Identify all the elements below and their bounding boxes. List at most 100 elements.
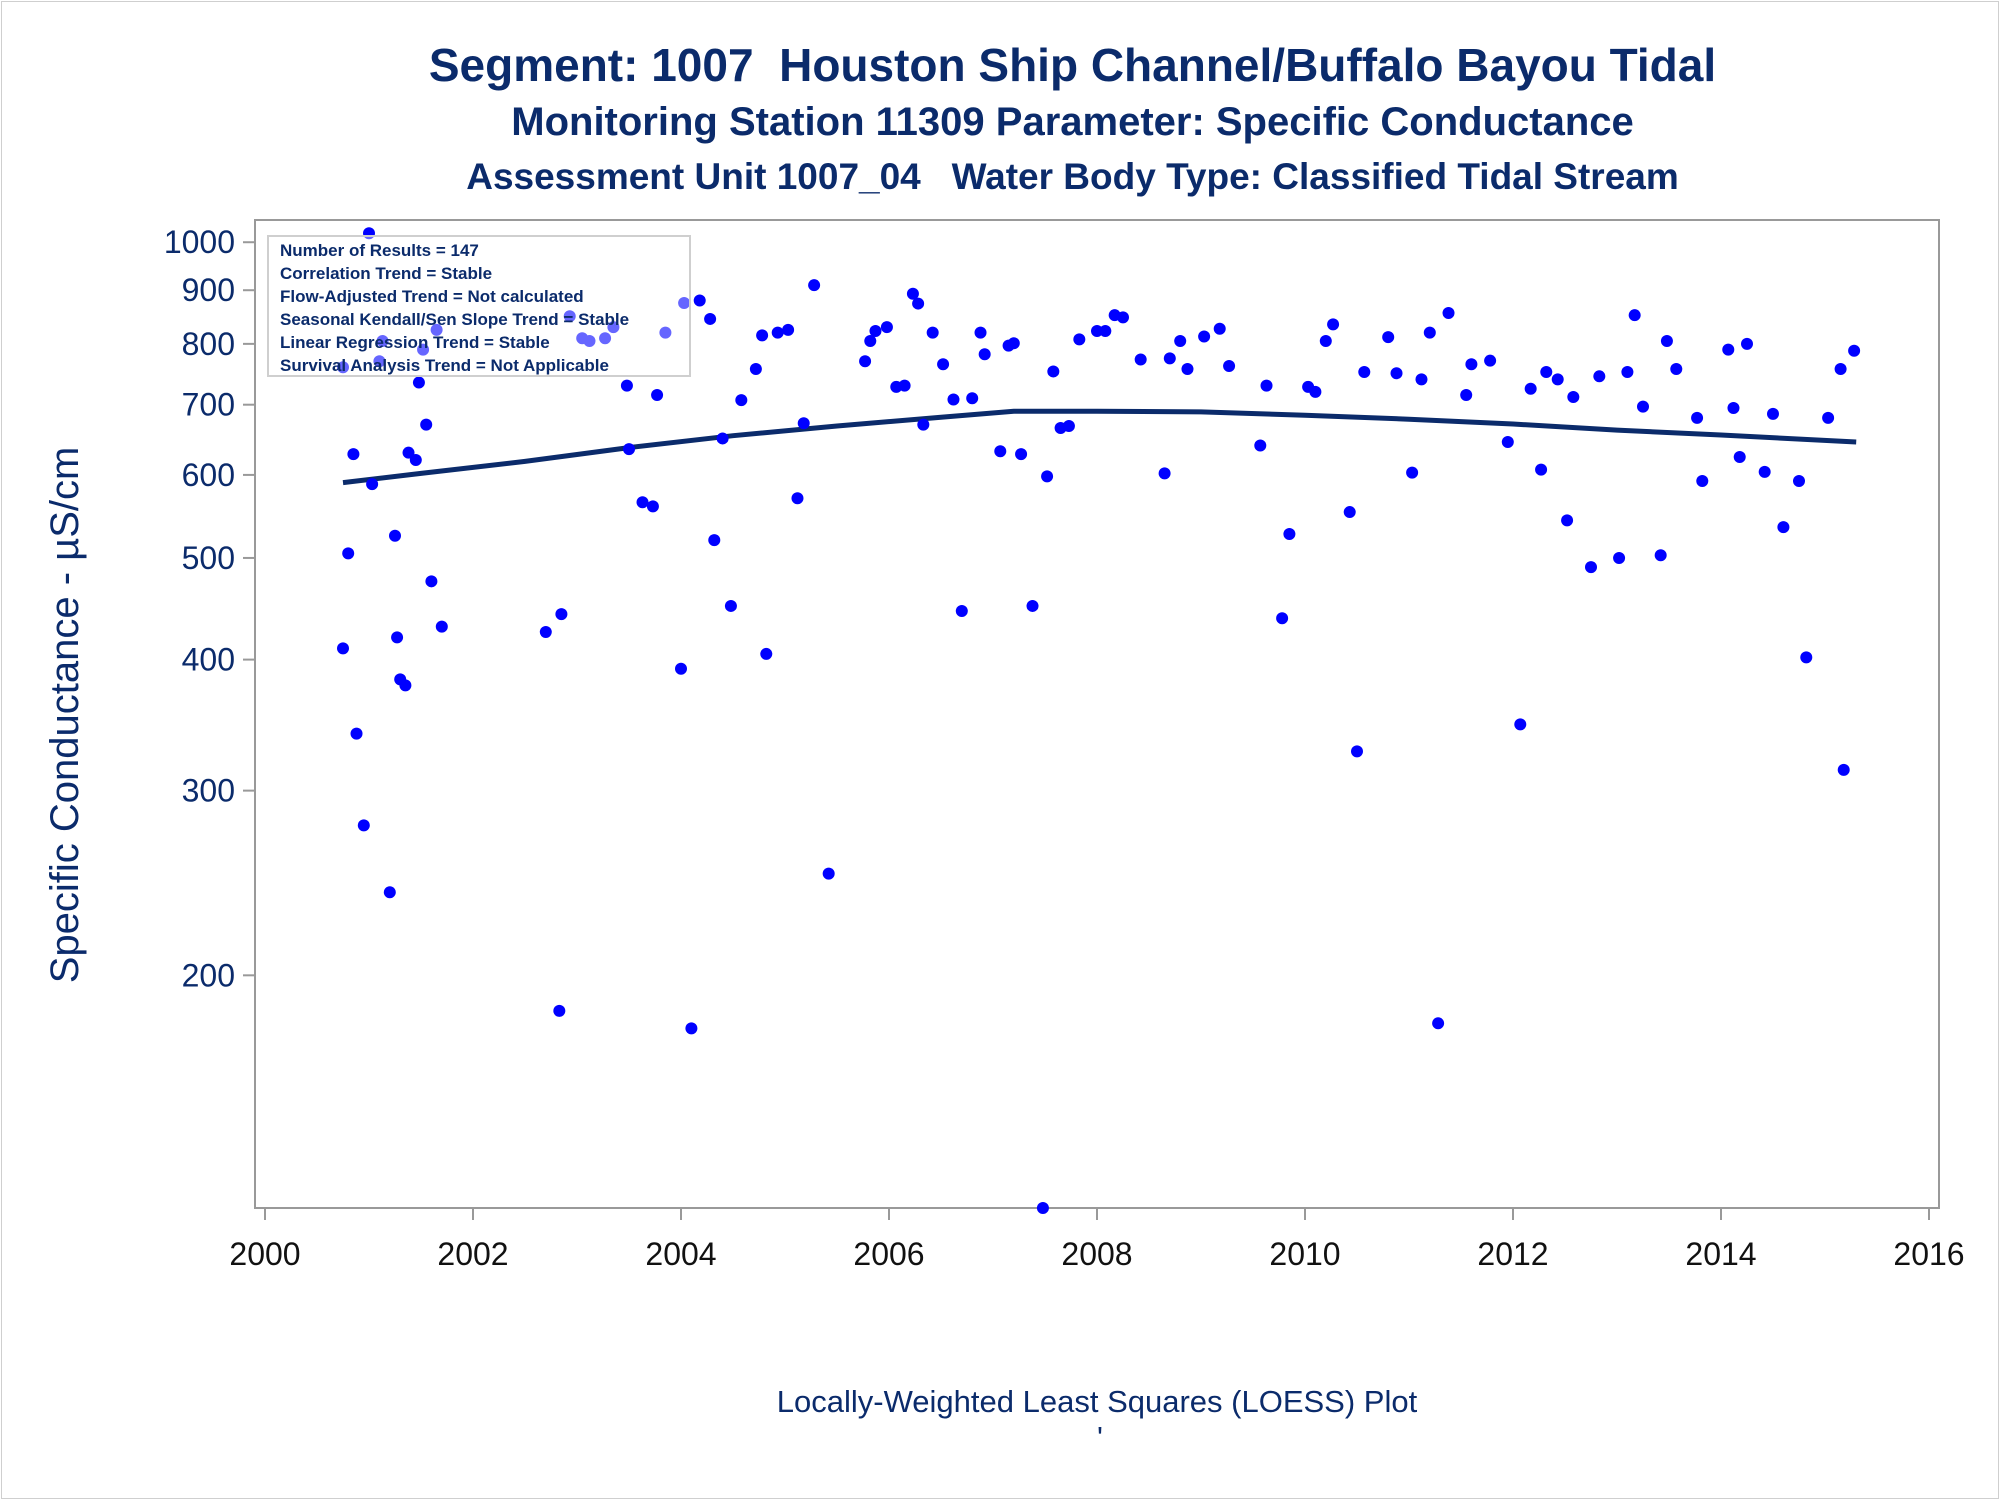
- data-point: [966, 392, 979, 405]
- data-point: [1283, 527, 1296, 540]
- data-point: [636, 496, 649, 509]
- data-point: [678, 297, 691, 310]
- data-point: [1442, 307, 1455, 320]
- data-point: [1848, 344, 1861, 357]
- data-point: [1593, 370, 1606, 383]
- data-point: [555, 608, 568, 621]
- data-point: [1758, 465, 1771, 478]
- data-point: [373, 355, 386, 368]
- data-point: [1767, 407, 1779, 420]
- chart-subtitle-assessment: Assessment Unit 1007_04 Water Body Type:…: [466, 156, 1679, 197]
- data-point: [417, 343, 430, 356]
- stats-number-of-results: Number of Results = 147: [280, 241, 479, 260]
- data-point: [1660, 335, 1673, 348]
- data-point: [409, 453, 422, 466]
- stats-seasonal-kendall-trend: Seasonal Kendall/Sen Slope Trend = Stabl…: [280, 310, 629, 329]
- data-point: [1073, 333, 1086, 346]
- data-point: [539, 625, 552, 638]
- data-point: [1535, 463, 1548, 476]
- data-point: [1198, 330, 1211, 343]
- data-point: [1117, 311, 1129, 324]
- stats-survival-analysis-trend: Survival Analysis Trend = Not Applicable: [280, 356, 609, 375]
- y-tick-label: 300: [182, 773, 235, 809]
- data-point: [1099, 324, 1112, 337]
- data-point: [402, 446, 415, 459]
- data-point: [1733, 451, 1746, 464]
- data-point: [1777, 521, 1790, 534]
- stats-box: Number of Results = 147 Correlation Tren…: [267, 235, 691, 377]
- footnote: Locally-Weighted Least Squares (LOESS) P…: [777, 1384, 1418, 1419]
- data-point: [383, 886, 396, 899]
- data-point: [1041, 470, 1054, 483]
- stats-correlation-trend: Correlation Trend = Stable: [280, 264, 492, 283]
- data-point: [623, 443, 635, 456]
- data-point: [912, 297, 925, 310]
- data-point: [659, 326, 672, 339]
- data-point: [1343, 506, 1356, 519]
- data-point: [1793, 475, 1805, 488]
- data-point: [994, 445, 1007, 458]
- data-point: [685, 1022, 698, 1035]
- data-point: [1691, 411, 1704, 424]
- data-point: [1254, 439, 1267, 452]
- data-point: [435, 620, 448, 633]
- data-point: [350, 727, 363, 740]
- data-point: [1460, 389, 1473, 402]
- data-point: [553, 1004, 566, 1017]
- data-point: [1834, 363, 1847, 376]
- data-point: [822, 867, 835, 880]
- y-tick-label: 500: [182, 540, 235, 576]
- data-point: [1047, 365, 1060, 378]
- data-point: [1613, 551, 1626, 564]
- x-tick-label: 2014: [1685, 1236, 1756, 1272]
- y-tick-label: 1000: [164, 224, 235, 260]
- data-point: [1551, 373, 1564, 386]
- data-point: [693, 294, 706, 307]
- y-tick-label: 400: [182, 642, 235, 678]
- data-point: [1181, 363, 1194, 376]
- data-point: [898, 379, 911, 392]
- data-point: [1837, 763, 1850, 776]
- data-point: [599, 332, 612, 345]
- data-point: [756, 329, 769, 342]
- chart-title: Segment: 1007 Houston Ship Channel/Buffa…: [428, 39, 1717, 91]
- data-point: [583, 335, 596, 348]
- stats-flow-adjusted-trend: Flow-Adjusted Trend = Not calculated: [280, 287, 584, 306]
- x-tick-label: 2004: [645, 1236, 716, 1272]
- data-points: [337, 227, 1861, 1214]
- data-point: [399, 679, 412, 692]
- x-tick-label: 2016: [1893, 1236, 1964, 1272]
- stats-linear-regression-trend: Linear Regression Trend = Stable: [280, 333, 550, 352]
- y-tick-label: 800: [182, 326, 235, 362]
- data-point: [947, 393, 960, 406]
- data-point: [347, 448, 360, 461]
- data-point: [1319, 335, 1332, 348]
- x-axis: 2000 2002 2004 2006 2008 2010 2012 2014 2016: [229, 1208, 1965, 1272]
- data-point: [376, 335, 389, 348]
- data-point: [420, 418, 433, 431]
- data-point: [412, 376, 425, 389]
- data-point: [1036, 1202, 1049, 1214]
- data-point: [1722, 343, 1735, 356]
- data-point: [1406, 466, 1419, 479]
- data-point: [1309, 385, 1322, 398]
- data-point: [1741, 337, 1753, 350]
- data-point: [1062, 420, 1075, 433]
- data-point: [760, 647, 773, 660]
- data-point: [735, 394, 748, 407]
- y-tick-label: 200: [182, 957, 235, 993]
- data-point: [937, 358, 950, 371]
- data-point: [791, 492, 804, 505]
- x-tick-label: 2008: [1061, 1236, 1132, 1272]
- data-point: [1514, 718, 1527, 731]
- data-point: [1432, 1017, 1445, 1030]
- data-point: [1163, 352, 1176, 365]
- data-point: [978, 348, 991, 361]
- data-point: [808, 279, 821, 292]
- x-tick-label: 2012: [1477, 1236, 1548, 1272]
- data-point: [782, 323, 795, 336]
- x-tick-label: 2006: [853, 1236, 924, 1272]
- data-point: [797, 417, 810, 430]
- y-axis: 200 300 400 500 600 700 800 900 1000: [164, 224, 255, 993]
